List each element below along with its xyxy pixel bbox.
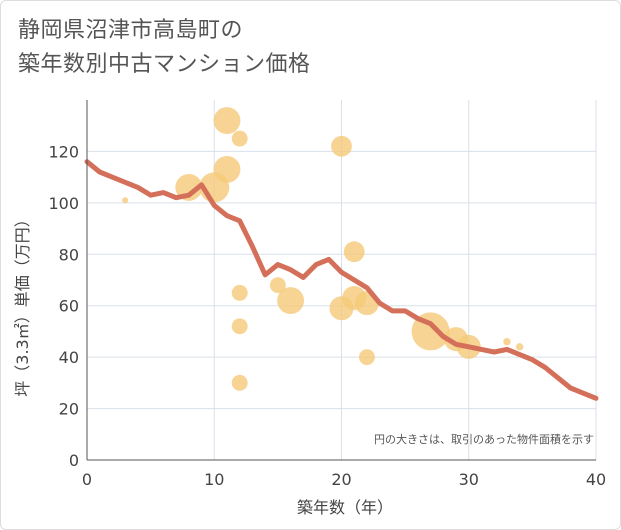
chart-title: 静岡県沼津市高島町の 築年数別中古マンション価格	[18, 14, 311, 82]
x-tick-label: 20	[331, 470, 351, 489]
bubble-point	[343, 241, 365, 263]
x-tick-label: 30	[459, 470, 479, 489]
grid	[87, 100, 597, 460]
bubble-point	[231, 374, 248, 391]
bubble-point	[231, 130, 248, 147]
bubble-point	[503, 338, 511, 346]
y-tick-label: 40	[59, 348, 79, 367]
bubble-point	[231, 318, 248, 335]
x-tick-label: 40	[586, 470, 606, 489]
y-tick-label: 60	[59, 297, 79, 316]
x-tick-label: 10	[204, 470, 224, 489]
bubble-point	[122, 197, 129, 204]
bubble-point	[213, 155, 241, 183]
bubble-point	[231, 284, 248, 301]
trend-line	[84, 159, 599, 401]
bubble-point	[359, 349, 375, 366]
bubble-point	[213, 107, 241, 135]
bubble-point	[331, 135, 352, 157]
x-axis-label: 築年数（年）	[297, 498, 393, 517]
x-tick-label: 0	[82, 470, 92, 489]
y-tick-label: 100	[48, 194, 79, 213]
bubble-point	[277, 287, 305, 315]
title-line-2: 築年数別中古マンション価格	[18, 52, 311, 77]
bubble-size-note: 円の大きさは、取引のあった物件面積を示す	[374, 432, 594, 446]
title-line-1: 静岡県沼津市高島町の	[18, 18, 244, 43]
trend-line-series	[84, 159, 599, 401]
y-tick-label: 80	[59, 245, 79, 264]
y-axis-label: 坪（3.3㎡）単価（万円）	[13, 211, 32, 396]
bubble-point	[515, 343, 524, 351]
bubble-point	[269, 277, 286, 294]
y-tick-label: 120	[48, 142, 79, 161]
y-tick-label: 20	[59, 400, 79, 419]
y-tick-label: 0	[69, 451, 79, 470]
bubbles	[122, 107, 524, 391]
axes: 0 10 20 30 40 0 20 40 60 80 100 120	[48, 100, 606, 489]
